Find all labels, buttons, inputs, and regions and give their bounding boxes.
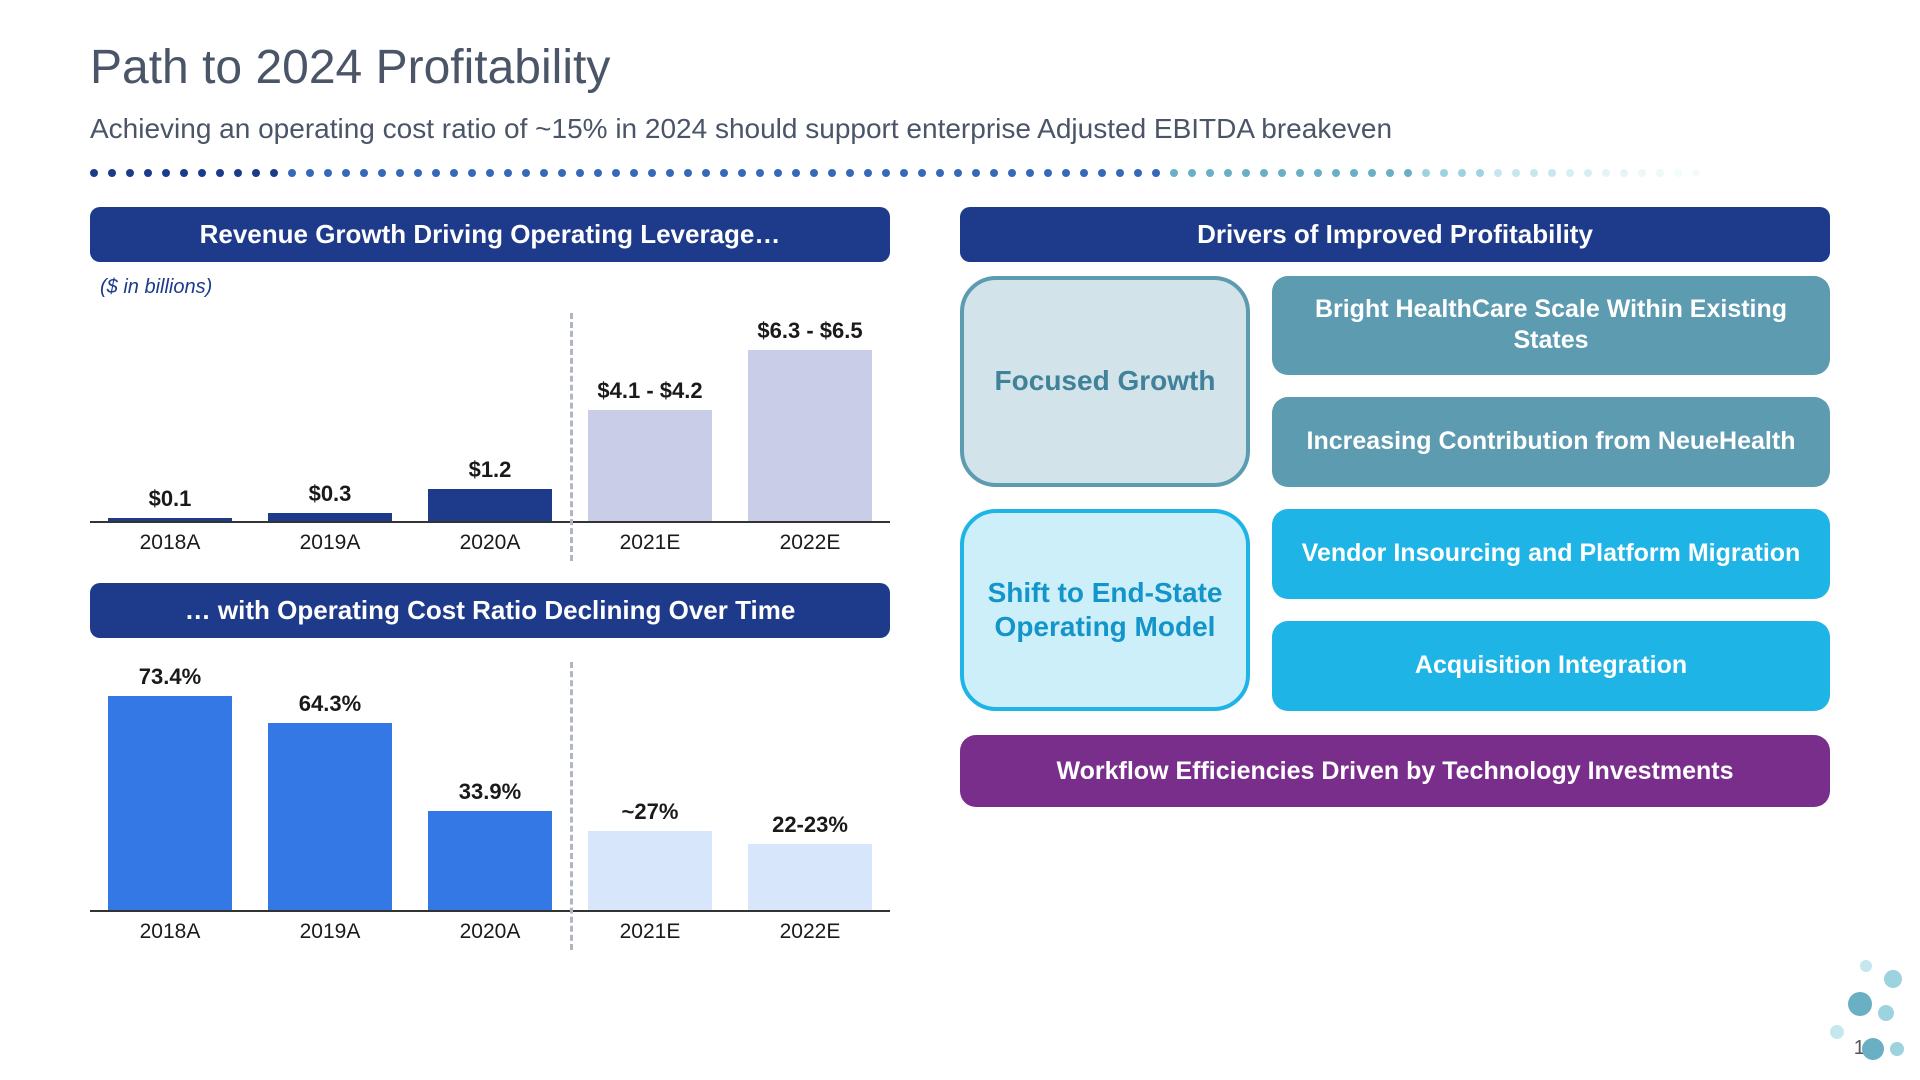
bar-group: $0.3 xyxy=(250,313,410,521)
bar-value-label: 22-23% xyxy=(772,812,848,838)
actual-estimate-divider xyxy=(570,313,573,561)
bar-value-label: $0.3 xyxy=(309,481,352,507)
right-column: Drivers of Improved Profitability Focuse… xyxy=(960,207,1830,952)
bar xyxy=(268,513,393,521)
axis-label: 2021E xyxy=(570,920,730,944)
dotted-divider xyxy=(90,169,1830,177)
axis-label: 2020A xyxy=(410,920,570,944)
bar-value-label: 73.4% xyxy=(139,664,201,690)
left-column: Revenue Growth Driving Operating Leverag… xyxy=(90,207,890,952)
driver-pill: Bright HealthCare Scale Within Existing … xyxy=(1272,276,1830,375)
bar-value-label: $0.1 xyxy=(149,486,192,512)
bar-group: $6.3 - $6.5 xyxy=(730,313,890,521)
bar xyxy=(428,489,553,521)
bar-value-label: $1.2 xyxy=(469,457,512,483)
revenue-chart: $0.1 $0.3 $1.2 $4.1 - $4.2 $6.3 - $6.5 2018A… xyxy=(90,303,890,563)
axis-label: 2018A xyxy=(90,920,250,944)
axis-label: 2022E xyxy=(730,920,890,944)
bar xyxy=(108,518,233,521)
bar-value-label: $6.3 - $6.5 xyxy=(757,318,862,344)
driver-pill: Acquisition Integration xyxy=(1272,621,1830,711)
page-subtitle: Achieving an operating cost ratio of ~15… xyxy=(90,113,1830,145)
revenue-chart-header: Revenue Growth Driving Operating Leverag… xyxy=(90,207,890,262)
bar-group: $1.2 xyxy=(410,313,570,521)
workflow-pill: Workflow Efficiencies Driven by Technolo… xyxy=(960,735,1830,808)
cost-chart: 73.4% 64.3% 33.9% ~27% 22-23% 2018A2019A2020… xyxy=(90,652,890,952)
bar-group: 33.9% xyxy=(410,662,570,910)
bar xyxy=(748,350,873,521)
driver-category: Shift to End-State Operating Model xyxy=(960,509,1250,711)
bar xyxy=(588,831,713,910)
bar-group: $0.1 xyxy=(90,313,250,521)
actual-estimate-divider xyxy=(570,662,573,950)
decorative-dots xyxy=(1790,950,1910,1070)
bar xyxy=(268,723,393,910)
axis-label: 2021E xyxy=(570,531,730,555)
bar-group: 22-23% xyxy=(730,662,890,910)
cost-chart-header: … with Operating Cost Ratio Declining Ov… xyxy=(90,583,890,638)
bar-value-label: ~27% xyxy=(622,799,679,825)
driver-pill: Vendor Insourcing and Platform Migration xyxy=(1272,509,1830,599)
axis-label: 2019A xyxy=(250,920,410,944)
bar xyxy=(748,844,873,910)
axis-label: 2020A xyxy=(410,531,570,555)
axis-label: 2018A xyxy=(90,531,250,555)
drivers-header: Drivers of Improved Profitability xyxy=(960,207,1830,262)
bar-group: $4.1 - $4.2 xyxy=(570,313,730,521)
bar-value-label: $4.1 - $4.2 xyxy=(597,378,702,404)
bar xyxy=(588,410,713,521)
bar-value-label: 33.9% xyxy=(459,779,521,805)
bar xyxy=(108,696,233,910)
axis-label: 2019A xyxy=(250,531,410,555)
bar-group: 64.3% xyxy=(250,662,410,910)
bar xyxy=(428,811,553,910)
driver-pill: Increasing Contribution from NeueHealth xyxy=(1272,397,1830,487)
bar-group: 73.4% xyxy=(90,662,250,910)
axis-label: 2022E xyxy=(730,531,890,555)
page-title: Path to 2024 Profitability xyxy=(90,40,1830,95)
revenue-unit-label: ($ in billions) xyxy=(90,276,890,299)
bar-value-label: 64.3% xyxy=(299,691,361,717)
driver-category: Focused Growth xyxy=(960,276,1250,487)
bar-group: ~27% xyxy=(570,662,730,910)
drivers-grid: Focused GrowthBright HealthCare Scale Wi… xyxy=(960,276,1830,711)
